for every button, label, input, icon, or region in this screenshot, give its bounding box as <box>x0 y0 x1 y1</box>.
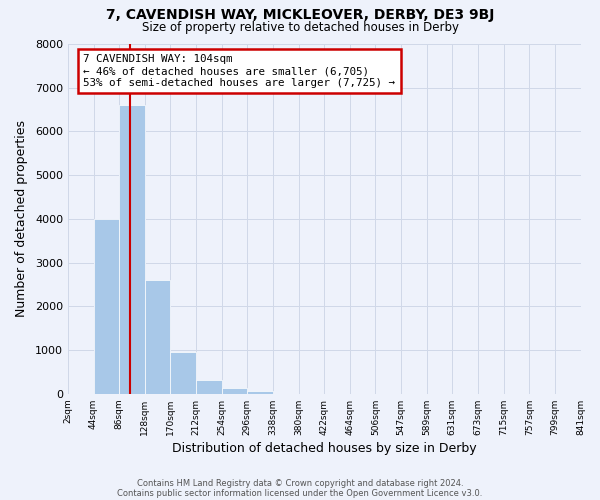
Bar <box>94 219 119 394</box>
Bar <box>196 380 222 394</box>
Text: Contains public sector information licensed under the Open Government Licence v3: Contains public sector information licen… <box>118 488 482 498</box>
Bar <box>247 391 273 394</box>
Text: 7 CAVENDISH WAY: 104sqm
← 46% of detached houses are smaller (6,705)
53% of semi: 7 CAVENDISH WAY: 104sqm ← 46% of detache… <box>83 54 395 88</box>
Text: Contains HM Land Registry data © Crown copyright and database right 2024.: Contains HM Land Registry data © Crown c… <box>137 478 463 488</box>
Text: Size of property relative to detached houses in Derby: Size of property relative to detached ho… <box>142 21 458 34</box>
Bar <box>170 352 196 394</box>
Bar <box>119 105 145 394</box>
Y-axis label: Number of detached properties: Number of detached properties <box>15 120 28 318</box>
X-axis label: Distribution of detached houses by size in Derby: Distribution of detached houses by size … <box>172 442 476 455</box>
Text: 7, CAVENDISH WAY, MICKLEOVER, DERBY, DE3 9BJ: 7, CAVENDISH WAY, MICKLEOVER, DERBY, DE3… <box>106 8 494 22</box>
Bar <box>145 280 170 394</box>
Bar <box>222 388 247 394</box>
